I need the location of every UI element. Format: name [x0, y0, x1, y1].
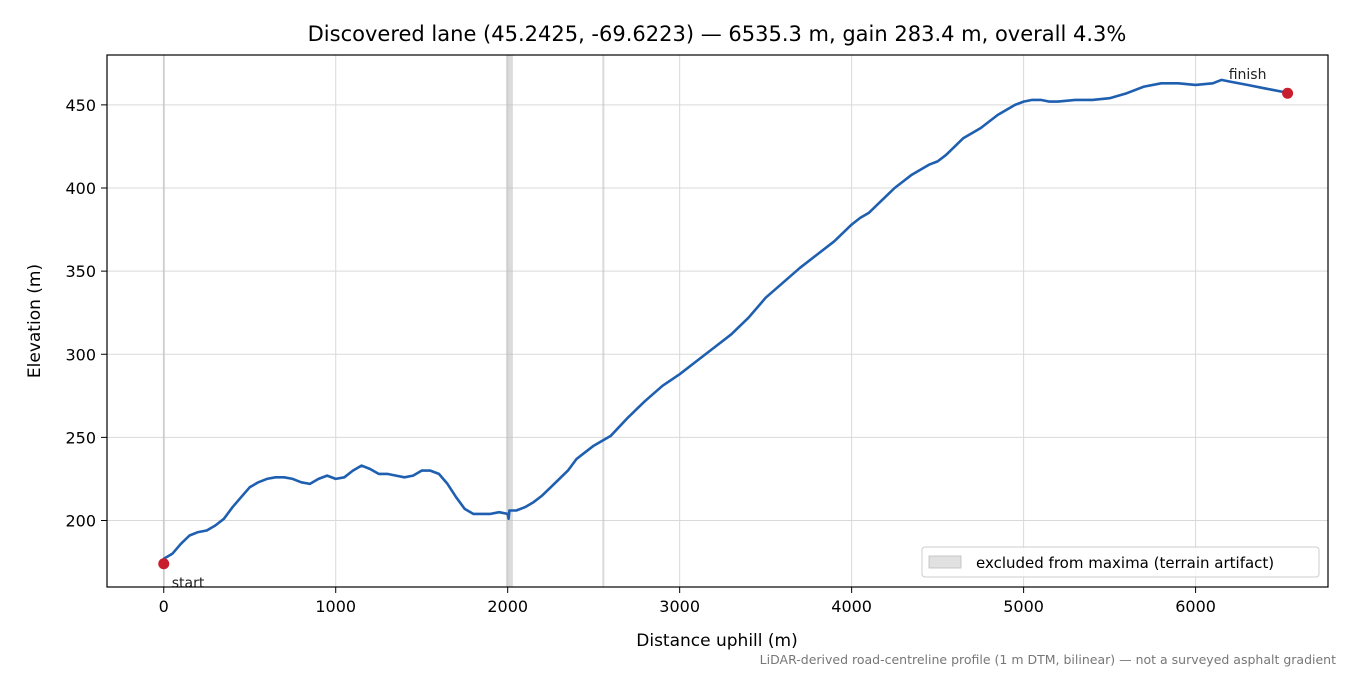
marker-layer: start finish — [158, 67, 1294, 592]
excluded-band — [602, 55, 605, 587]
y-tick-label: 250 — [65, 428, 96, 447]
excluded-regions — [162, 55, 605, 587]
legend-entry-excluded: excluded from maxima (terrain artifact) — [976, 554, 1274, 572]
marker-label-start: start — [172, 576, 205, 592]
legend-box — [921, 546, 1320, 578]
x-tick-label: 6000 — [1175, 597, 1216, 616]
x-tick-label: 2000 — [487, 597, 528, 616]
legend-swatch — [928, 555, 962, 569]
series-layer — [162, 78, 1289, 560]
y-tick-label: 400 — [65, 179, 96, 198]
excluded-band — [505, 55, 513, 587]
marker-start — [158, 558, 170, 570]
marker-finish — [1282, 87, 1294, 99]
x-tick-label: 0 — [159, 597, 169, 616]
y-tick-label: 350 — [65, 262, 96, 281]
x-tick-label: 4000 — [831, 597, 872, 616]
ticks: 0 1000 2000 3000 4000 5000 6000 200 250 300 350 400… — [65, 96, 1215, 616]
x-axis-label: Distance uphill (m) — [636, 631, 797, 651]
marker-label-finish: finish — [1229, 67, 1267, 83]
elevation-line — [162, 78, 1289, 560]
excluded-band — [162, 55, 165, 587]
y-tick-label: 300 — [65, 345, 96, 364]
y-tick-label: 450 — [65, 96, 96, 115]
legend: excluded from maxima (terrain artifact) — [921, 546, 1320, 578]
x-tick-label: 5000 — [1003, 597, 1044, 616]
footnote: LiDAR-derived road-centreline profile (1… — [760, 652, 1336, 667]
y-tick-label: 200 — [65, 512, 96, 531]
x-tick-label: 1000 — [315, 597, 356, 616]
grid — [107, 55, 1328, 587]
y-axis-label: Elevation (m) — [25, 264, 45, 378]
chart-title: Discovered lane (45.2425, -69.6223) — 65… — [308, 22, 1127, 46]
plot-frame — [106, 54, 1329, 588]
x-tick-label: 3000 — [659, 597, 700, 616]
